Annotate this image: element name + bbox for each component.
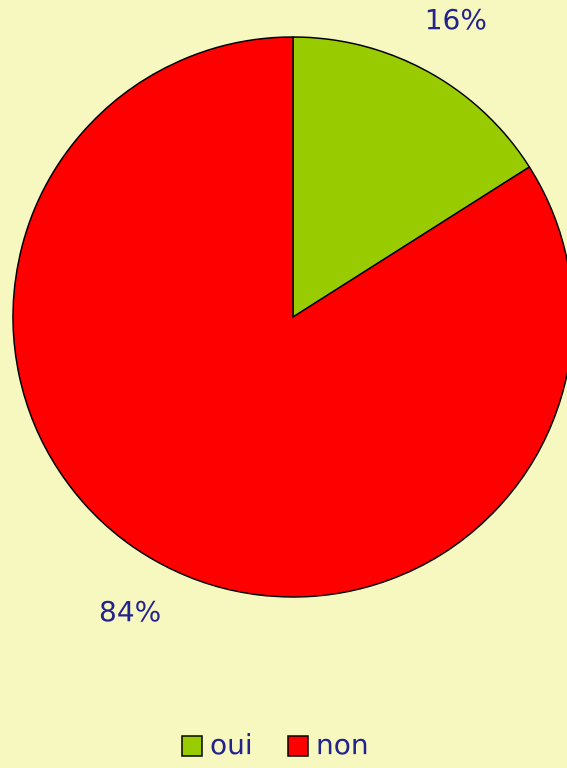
pie-slice — [292, 36, 531, 319]
legend-label: oui — [210, 728, 253, 761]
pie-slice — [12, 36, 567, 598]
legend-label: non — [316, 728, 369, 761]
data-label: 16% — [425, 3, 487, 36]
legend-swatch — [287, 735, 309, 757]
data-label: 84% — [99, 595, 161, 628]
legend-swatch — [181, 735, 203, 757]
